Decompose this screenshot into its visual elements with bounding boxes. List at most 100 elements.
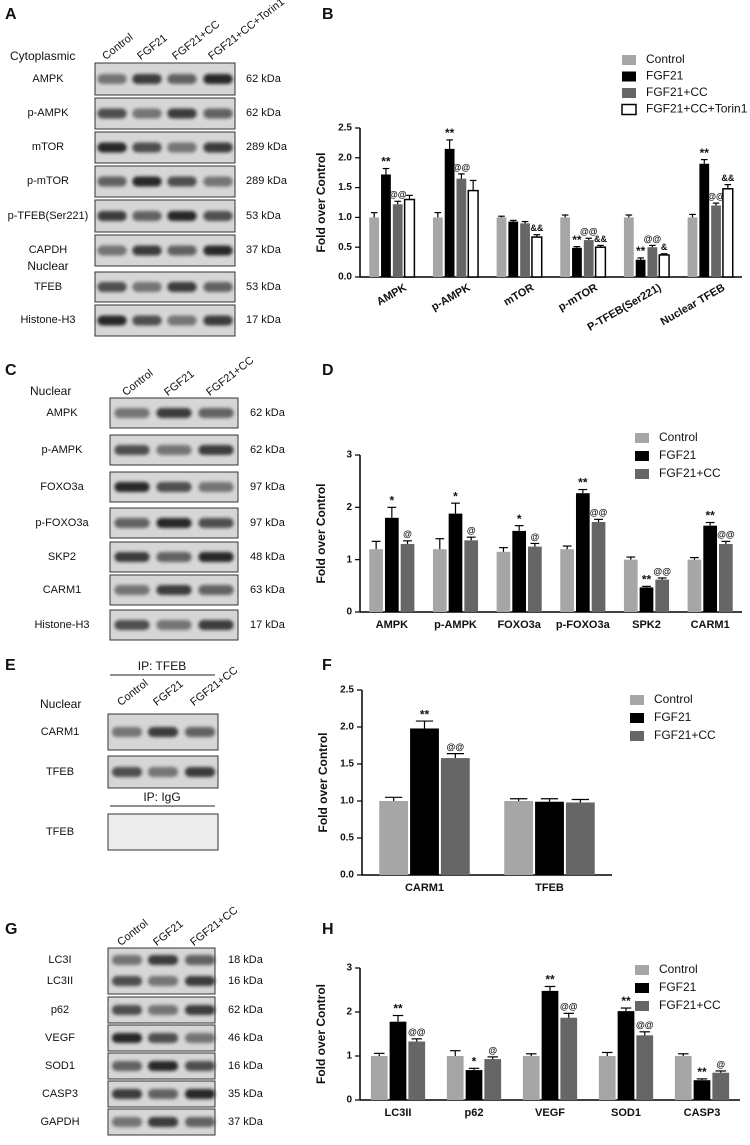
blot-band — [203, 211, 233, 221]
blot-band — [184, 1089, 216, 1099]
bar — [719, 543, 733, 612]
blot-band — [97, 142, 127, 153]
legend-swatch — [635, 469, 649, 479]
row-label: SKP2 — [48, 551, 76, 563]
row-label: CARM1 — [43, 584, 82, 596]
legend-swatch — [635, 433, 649, 443]
blot-heading: Nuclear — [30, 384, 71, 398]
blot-band — [167, 108, 197, 119]
row-label: p62 — [51, 1004, 69, 1016]
y-tick-label: 1.0 — [340, 796, 354, 807]
blot-band — [132, 108, 162, 119]
y-tick-label: 0.0 — [340, 870, 354, 881]
bar — [379, 801, 409, 875]
bar — [496, 551, 511, 612]
blot-band — [156, 445, 192, 455]
blot-band — [156, 552, 192, 562]
blot-band — [184, 1005, 216, 1015]
x-tick-label: SPK2 — [632, 619, 661, 631]
significance: @@ — [447, 742, 465, 752]
blot-band — [147, 955, 179, 965]
significance: @ — [716, 1059, 725, 1069]
row-label: Histone-H3 — [20, 314, 75, 326]
legend-swatch — [635, 1001, 649, 1011]
blot-band — [156, 482, 192, 492]
legend-swatch — [621, 103, 637, 116]
legend-label: FGF21 — [646, 69, 684, 83]
legend-label: FGF21+CC — [659, 998, 721, 1012]
blot-band — [147, 1061, 179, 1071]
blot-band — [167, 282, 197, 292]
bar — [591, 521, 606, 612]
row-label: p-TFEB(Ser221) — [8, 210, 89, 222]
significance: ** — [578, 476, 588, 490]
significance: ** — [445, 126, 455, 140]
x-tick-label: SOD1 — [611, 1107, 641, 1119]
row-size: 53 kDa — [246, 210, 282, 222]
blot-band — [114, 518, 150, 528]
legend-label: FGF21+CC — [659, 466, 721, 480]
y-axis-label: Fold over Control — [314, 984, 328, 1084]
bar — [687, 217, 698, 277]
bar — [655, 579, 670, 612]
significance: ** — [621, 994, 631, 1008]
bar — [389, 1021, 407, 1100]
row-size: 37 kDa — [246, 244, 282, 256]
significance: ** — [700, 146, 710, 160]
legend-label: Control — [659, 430, 698, 444]
blot-band — [184, 727, 216, 737]
significance: ** — [636, 244, 646, 258]
significance: @@ — [453, 162, 471, 172]
panel-letter: B — [322, 6, 334, 23]
blot-band — [147, 976, 179, 986]
bar — [636, 1035, 654, 1100]
y-tick-label: 2.0 — [340, 722, 354, 733]
significance: @@ — [707, 191, 725, 201]
bar — [496, 217, 507, 277]
blot-band — [198, 408, 234, 418]
bar — [408, 1041, 426, 1100]
y-tick-label: 0.5 — [340, 833, 354, 844]
y-tick-label: 2.0 — [338, 152, 352, 163]
bar — [531, 236, 543, 278]
x-tick-label: CARM1 — [691, 619, 730, 631]
bar — [711, 205, 721, 277]
blot-band — [203, 142, 233, 153]
y-tick-label: 0.0 — [338, 272, 352, 283]
row-label: p-AMPK — [28, 107, 70, 119]
bar — [674, 1056, 692, 1100]
bar — [623, 559, 638, 612]
bar — [381, 174, 391, 277]
blot-band — [97, 245, 127, 256]
panel-letter: C — [5, 362, 17, 379]
panel-letter: H — [322, 921, 334, 938]
legend-label: FGF21 — [654, 710, 692, 724]
bar — [456, 178, 467, 277]
blot-band — [156, 408, 192, 418]
bar — [623, 217, 634, 277]
row-size: 63 kDa — [250, 584, 286, 596]
blot-band — [156, 585, 192, 595]
significance: @@ — [389, 190, 407, 200]
bar — [522, 1056, 540, 1100]
x-tick-label: p-AMPK — [434, 619, 477, 631]
legend-label: FGF21 — [659, 448, 697, 462]
bar — [647, 247, 658, 277]
significance: * — [472, 1054, 477, 1068]
row-label: AMPK — [32, 73, 64, 85]
x-tick-label: AMPK — [376, 619, 408, 631]
row-size: 62 kDa — [246, 107, 282, 119]
significance: && — [721, 173, 734, 183]
panel-letter: A — [5, 6, 17, 23]
legend-swatch — [622, 55, 636, 65]
y-tick-label: 1.5 — [340, 759, 354, 770]
blot-band — [114, 445, 150, 455]
blot-band — [147, 1089, 179, 1099]
y-tick-label: 0.5 — [338, 242, 352, 253]
significance: @ — [530, 532, 539, 542]
bar — [512, 530, 527, 612]
y-tick-label: 1 — [346, 554, 352, 565]
blot-band — [111, 1117, 143, 1127]
legend-swatch — [622, 88, 636, 98]
blot-band — [198, 620, 234, 630]
